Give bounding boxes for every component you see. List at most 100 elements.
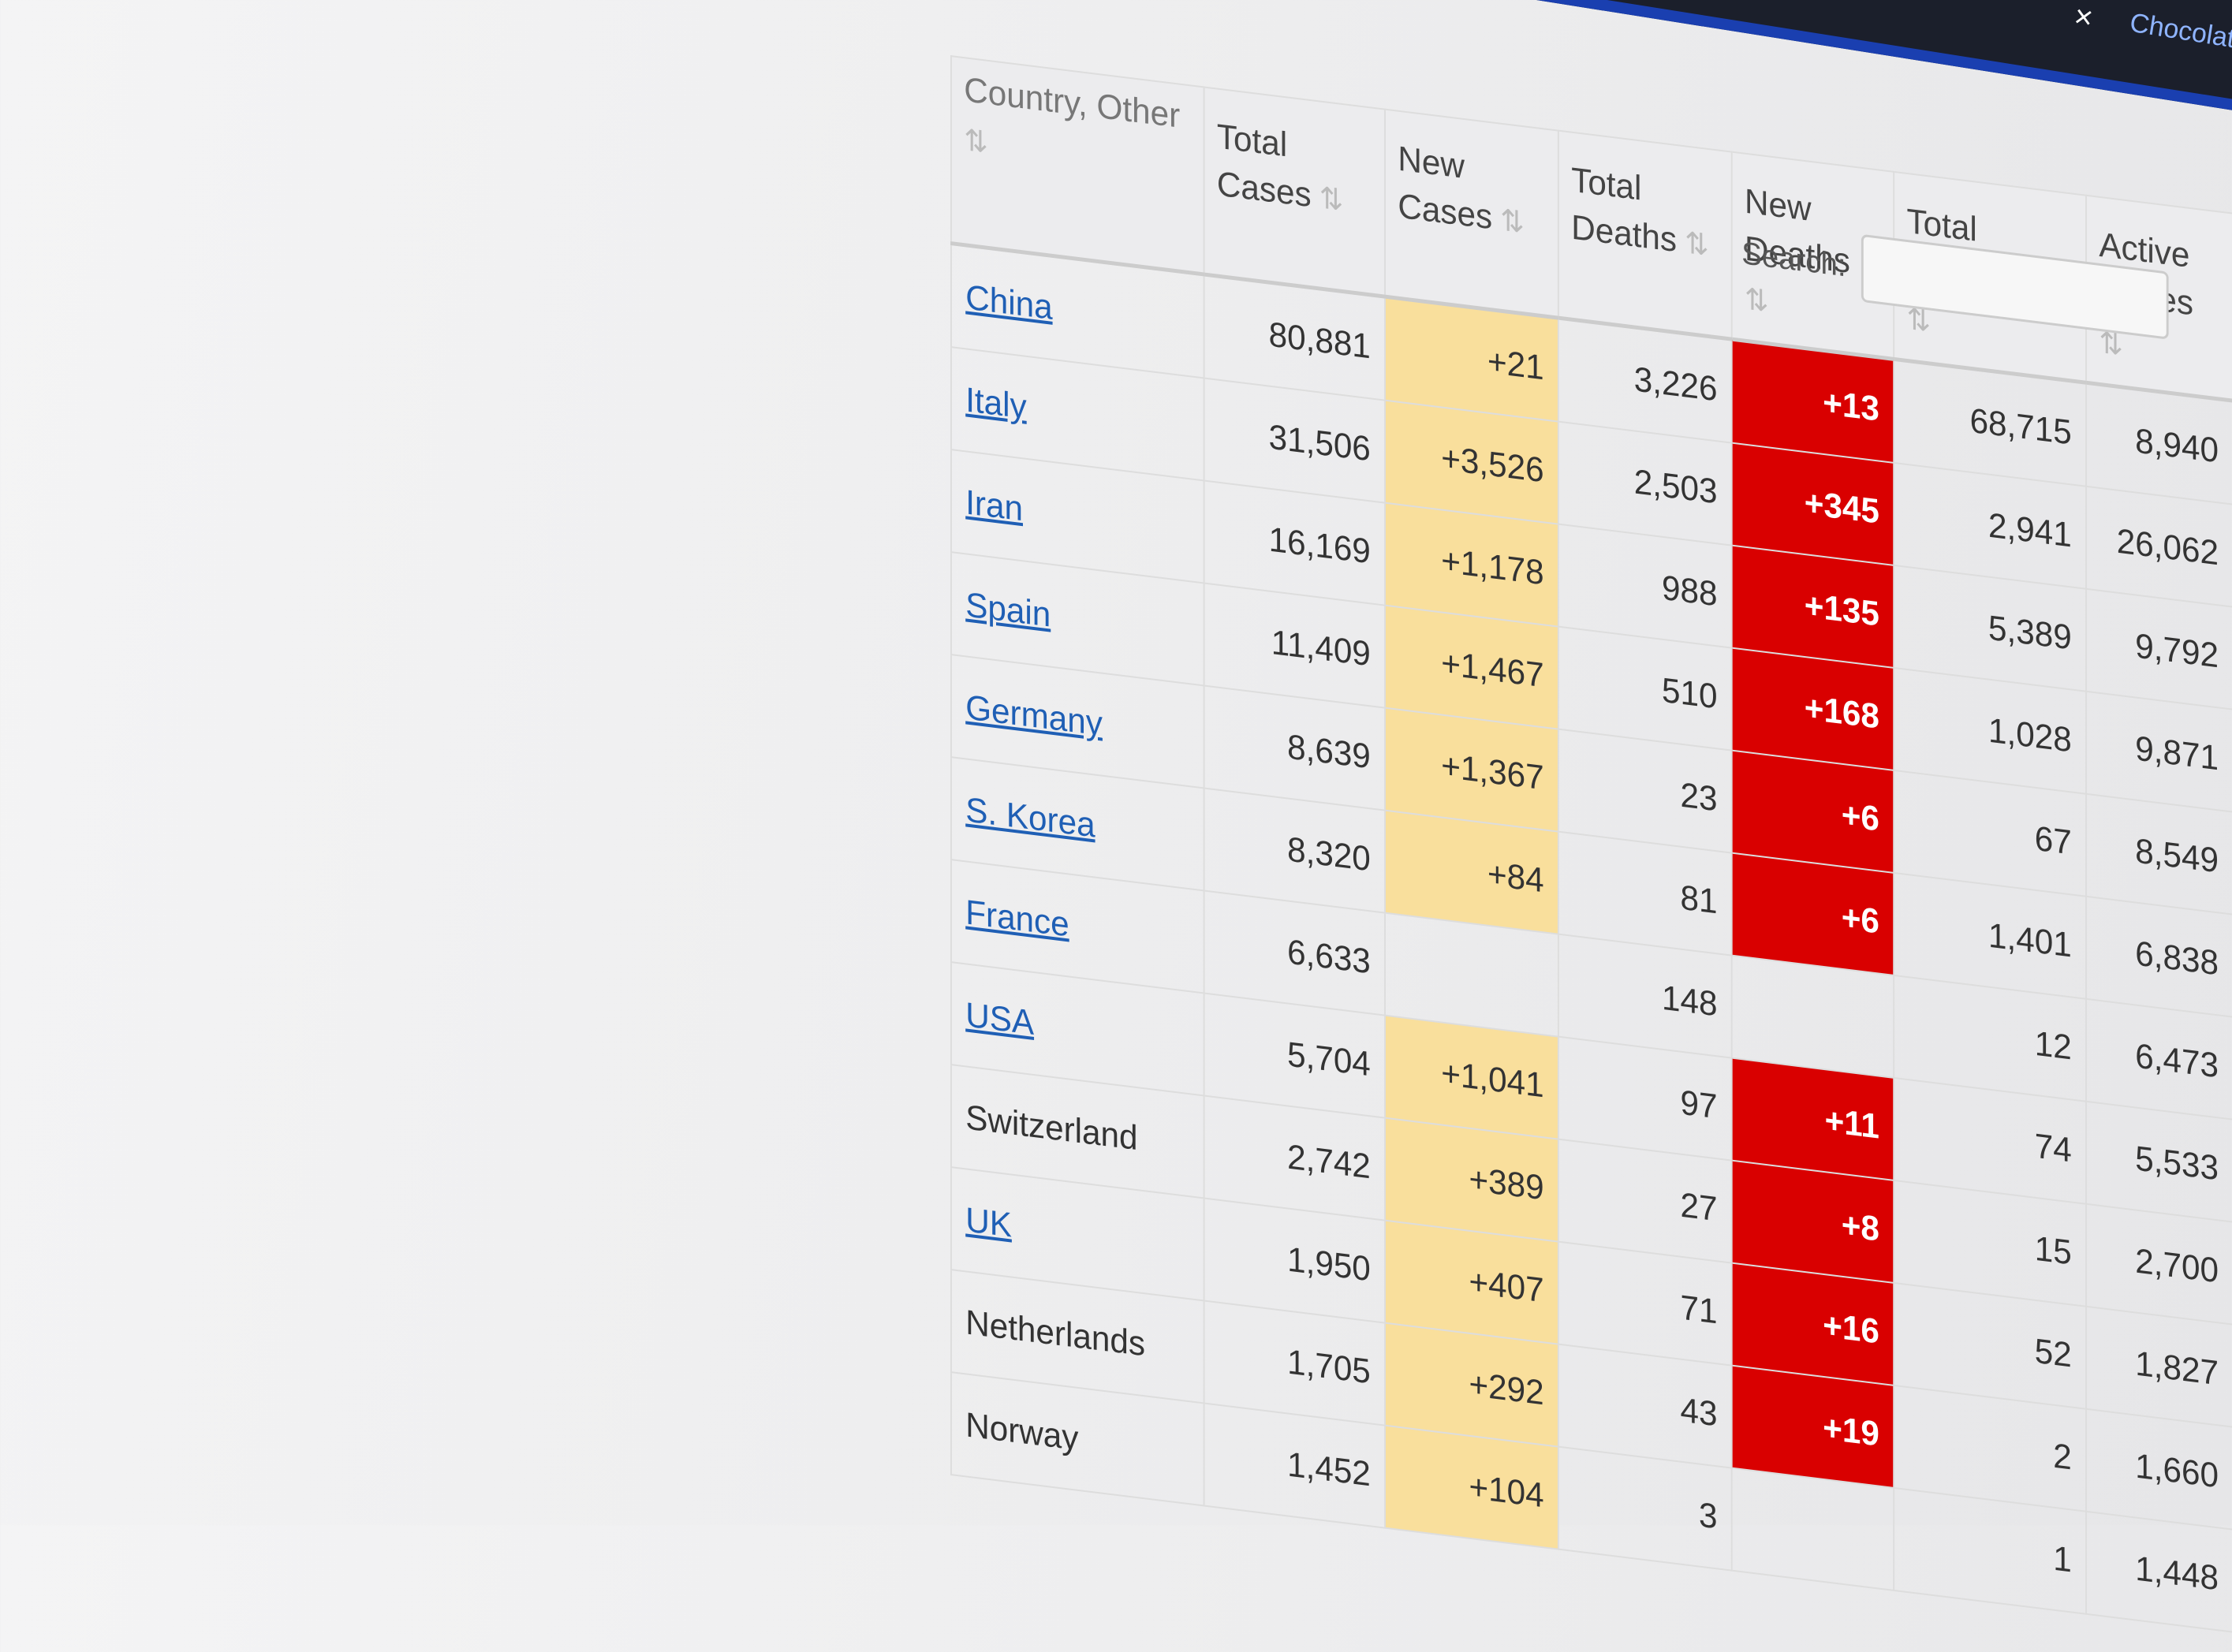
cell-value: 510 — [1661, 670, 1718, 717]
cell-value: +1,467 — [1441, 643, 1544, 695]
country-name: Netherlands — [965, 1303, 1145, 1364]
cell-value: 43 — [1680, 1390, 1718, 1434]
data-cell: +8 — [1731, 1160, 1894, 1283]
cell-value: 2 — [2053, 1436, 2072, 1478]
data-cell: 1,452 — [1204, 1403, 1386, 1528]
cell-value: +389 — [1469, 1159, 1544, 1208]
data-cell: 9,871 — [2086, 691, 2232, 812]
cell-value: 1,827 — [2135, 1344, 2219, 1393]
cell-value: 52 — [2034, 1331, 2072, 1375]
cell-value: 8,940 — [2135, 421, 2219, 471]
cell-value: 15 — [2034, 1229, 2072, 1273]
data-cell: 6,473 — [2086, 998, 2232, 1120]
country-link[interactable]: Spain — [965, 585, 1051, 635]
country-link[interactable]: USA — [965, 995, 1035, 1043]
cell-value: 97 — [1680, 1083, 1718, 1127]
data-cell: 26,062 — [2086, 486, 2232, 607]
cell-value: +345 — [1804, 483, 1879, 531]
data-cell: 3 — [1558, 1446, 1732, 1571]
cell-value: 80,881 — [1268, 315, 1371, 367]
country-link[interactable]: Germany — [965, 688, 1103, 744]
cell-value: 988 — [1661, 568, 1718, 614]
cell-value: +1,178 — [1441, 541, 1544, 593]
cell-value: 6,838 — [2135, 934, 2219, 983]
cell-value: 5,389 — [1988, 608, 2072, 658]
cell-value: 31,506 — [1268, 417, 1371, 469]
cell-value: 74 — [2034, 1126, 2072, 1170]
country-link[interactable]: China — [965, 278, 1053, 327]
country-link[interactable]: Iran — [965, 483, 1023, 529]
cell-value: 6,473 — [2135, 1036, 2219, 1086]
cell-value: 5,704 — [1287, 1035, 1371, 1084]
column-header[interactable]: Total Deaths — [1558, 130, 1732, 340]
cell-value: +1,041 — [1441, 1053, 1544, 1106]
screen: × Chocolat Country, OtherTotal CasesNew … — [0, 0, 2232, 1525]
cell-value: 27 — [1680, 1185, 1718, 1229]
cell-value: +6 — [1841, 897, 1879, 942]
data-cell: +168 — [1731, 647, 1894, 770]
column-header[interactable]: Country, Other — [950, 56, 1204, 274]
data-cell — [1731, 1467, 1894, 1590]
column-header[interactable]: New Cases — [1385, 109, 1558, 319]
cell-value: 1,950 — [1287, 1240, 1371, 1289]
cell-value: +6 — [1841, 795, 1879, 839]
cell-value: 148 — [1661, 978, 1718, 1024]
cell-value: +19 — [1823, 1408, 1879, 1454]
country-link[interactable]: France — [965, 893, 1069, 945]
country-name: Switzerland — [965, 1098, 1138, 1158]
cell-value: +168 — [1804, 688, 1879, 737]
cell-value: 81 — [1680, 878, 1718, 922]
data-cell: 9,792 — [2086, 588, 2232, 710]
browser-tabbar — [1530, 0, 2232, 147]
cell-value: +292 — [1469, 1364, 1544, 1413]
data-cell: +19 — [1731, 1365, 1894, 1488]
table-body: China80,881+213,226+1368,7158,9403,226It… — [950, 243, 2232, 1651]
cell-value: 3 — [1698, 1495, 1718, 1537]
cell-value: +3,526 — [1441, 438, 1544, 490]
cell-value: 2,503 — [1633, 462, 1718, 512]
data-cell: +11 — [1731, 1057, 1894, 1180]
cell-value: 3,226 — [1633, 360, 1718, 409]
data-cell: +6 — [1731, 750, 1894, 873]
cell-value: +11 — [1824, 1101, 1879, 1147]
data-cell: +6 — [1731, 852, 1894, 975]
data-cell: +104 — [1385, 1425, 1558, 1549]
cell-value: 1,028 — [1988, 710, 2072, 760]
cell-value: +8 — [1841, 1205, 1879, 1249]
data-cell: 5,533 — [2086, 1101, 2232, 1222]
cell-value: 1,448 — [2135, 1549, 2219, 1598]
cell-value: 9,792 — [2135, 626, 2219, 676]
cell-value: 1,452 — [1287, 1445, 1371, 1494]
data-cell: 6,838 — [2086, 896, 2232, 1017]
country-name: Norway — [965, 1405, 1079, 1458]
cell-value: +135 — [1804, 585, 1879, 634]
data-cell: 8,549 — [2086, 793, 2232, 915]
cell-value: 2,941 — [1988, 505, 2072, 555]
cell-value: 71 — [1680, 1288, 1718, 1332]
cell-value: +84 — [1487, 854, 1544, 901]
cell-value: +1,367 — [1441, 746, 1544, 798]
cell-value: 8,639 — [1287, 727, 1371, 777]
cell-value: +407 — [1469, 1262, 1544, 1311]
data-cell: 8,940 — [2086, 382, 2232, 505]
data-cell: 2,700 — [2086, 1203, 2232, 1325]
column-header[interactable]: Total Cases — [1204, 87, 1386, 297]
cell-value: +21 — [1487, 341, 1544, 388]
cell-value: 1 — [2053, 1538, 2072, 1580]
cell-value: 11,409 — [1271, 622, 1371, 674]
cell-value: 8,320 — [1287, 830, 1371, 879]
data-cell: 1,448 — [2086, 1511, 2232, 1632]
cell-value: 23 — [1680, 775, 1718, 819]
country-link[interactable]: S. Korea — [965, 790, 1095, 845]
search-label: Search: — [1741, 235, 1846, 283]
cell-value: 1,401 — [1988, 915, 2072, 965]
cell-value: 67 — [2034, 819, 2072, 863]
cell-value: 12 — [2034, 1024, 2072, 1068]
data-cell — [1731, 955, 1894, 1078]
cell-value: 2,742 — [1287, 1137, 1371, 1187]
country-link[interactable]: Italy — [965, 380, 1027, 427]
country-link[interactable]: UK — [965, 1200, 1012, 1245]
cell-value: 26,062 — [2116, 521, 2219, 573]
data-cell: 1,827 — [2086, 1306, 2232, 1427]
data-cell: +13 — [1731, 339, 1894, 463]
